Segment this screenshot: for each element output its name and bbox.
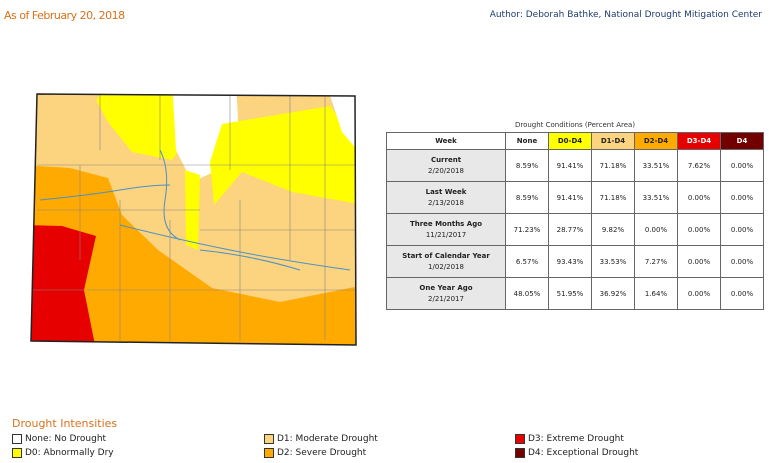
percent-cell: 33.51% bbox=[634, 149, 678, 182]
column-header: D1-D4 bbox=[591, 132, 635, 150]
table-row: Last Week 2/13/2018 8.59% 91.41% 71.18% 33.51… bbox=[386, 181, 764, 214]
none-region bbox=[325, 94, 356, 165]
percent-cell: 0.00% bbox=[677, 245, 721, 278]
legend-label: D4: Exceptional Drought bbox=[528, 448, 639, 458]
week-name: Last Week bbox=[425, 187, 467, 196]
column-header: None bbox=[505, 132, 549, 150]
percent-cell: 0.00% bbox=[677, 181, 721, 214]
legend-item: D2: Severe Drought bbox=[264, 447, 366, 459]
legend-item: None: No Drought bbox=[12, 433, 106, 445]
legend-swatch bbox=[12, 433, 22, 444]
percent-cell: 93.43% bbox=[548, 245, 592, 278]
percent-cell: 0.00% bbox=[720, 149, 764, 182]
percent-cell: 8.59% bbox=[505, 149, 549, 182]
percent-cell: 1.64% bbox=[634, 277, 678, 310]
legend-item: D1: Moderate Drought bbox=[264, 433, 378, 445]
conditions-table: Week None D0-D4 D1-D4 D2-D4 D3-D4 D4 Current 2/2… bbox=[386, 132, 764, 310]
percent-cell: 0.00% bbox=[634, 213, 678, 246]
week-cell: Current 2/20/2018 bbox=[386, 149, 506, 182]
week-name: Three Months Ago bbox=[409, 219, 483, 228]
legend-swatch bbox=[515, 447, 525, 458]
table-row: Three Months Ago 11/21/2017 71.23% 28.77% 9.… bbox=[386, 213, 764, 246]
legend-title: Drought Intensities bbox=[12, 417, 118, 430]
column-header: D3-D4 bbox=[677, 132, 721, 150]
percent-cell: 36.92% bbox=[591, 277, 635, 310]
column-header: D4 bbox=[720, 132, 764, 150]
legend-label: D0: Abnormally Dry bbox=[25, 448, 114, 458]
week-cell: One Year Ago 2/21/2017 bbox=[386, 277, 506, 310]
rivers bbox=[39, 149, 351, 271]
week-cell: Three Months Ago 11/21/2017 bbox=[386, 213, 506, 246]
week-date: 2/21/2017 bbox=[428, 294, 464, 303]
table-row: One Year Ago 2/21/2017 48.05% 51.95% 36.92% 1… bbox=[386, 277, 764, 310]
percent-cell: 91.41% bbox=[548, 149, 592, 182]
date-label: As of February 20, 2018 bbox=[4, 9, 125, 22]
legend-item: D0: Abnormally Dry bbox=[12, 447, 114, 459]
percent-cell: 6.57% bbox=[505, 245, 549, 278]
legend-label: D3: Extreme Drought bbox=[528, 434, 624, 444]
percent-cell: 33.51% bbox=[634, 181, 678, 214]
table-row: Current 2/20/2018 8.59% 91.41% 71.18% 33.51% 7… bbox=[386, 149, 764, 182]
percent-cell: 9.82% bbox=[591, 213, 635, 246]
d3-region bbox=[31, 225, 96, 345]
header-row: Week None D0-D4 D1-D4 D2-D4 D3-D4 D4 bbox=[386, 132, 764, 150]
percent-cell: 71.23% bbox=[505, 213, 549, 246]
d2-region bbox=[31, 165, 356, 345]
week-date: 11/21/2017 bbox=[425, 230, 467, 239]
legend-swatch bbox=[264, 433, 274, 444]
table-title: Drought Conditions (Percent Area) bbox=[514, 121, 636, 129]
d0-region bbox=[85, 94, 186, 160]
legend-label: D1: Moderate Drought bbox=[277, 434, 378, 444]
state-outline bbox=[30, 93, 357, 346]
author-label: Author: Deborah Bathke, National Drought… bbox=[489, 10, 762, 20]
legend-swatch bbox=[515, 433, 525, 444]
percent-cell: 0.00% bbox=[720, 213, 764, 246]
percent-cell: 33.53% bbox=[591, 245, 635, 278]
week-date: 1/02/2018 bbox=[428, 262, 464, 271]
drought-map bbox=[30, 93, 357, 346]
percent-cell: 0.00% bbox=[720, 245, 764, 278]
legend-item: D4: Exceptional Drought bbox=[515, 447, 638, 459]
legend-swatch bbox=[12, 447, 22, 458]
percent-cell: 48.05% bbox=[505, 277, 549, 310]
percent-cell: 0.00% bbox=[720, 181, 764, 214]
column-header: D2-D4 bbox=[634, 132, 678, 150]
percent-cell: 71.18% bbox=[591, 181, 635, 214]
column-header: D0-D4 bbox=[548, 132, 592, 150]
legend-label: D2: Severe Drought bbox=[277, 448, 367, 458]
week-date: 2/20/2018 bbox=[428, 166, 464, 175]
percent-cell: 0.00% bbox=[677, 213, 721, 246]
table-row: Start of Calendar Year 1/02/2018 6.57% 93.4… bbox=[386, 245, 764, 278]
week-name: One Year Ago bbox=[419, 283, 473, 292]
percent-cell: 8.59% bbox=[505, 181, 549, 214]
percent-cell: 7.27% bbox=[634, 245, 678, 278]
percent-cell: 0.00% bbox=[677, 277, 721, 310]
percent-cell: 71.18% bbox=[591, 149, 635, 182]
week-name: Start of Calendar Year bbox=[402, 251, 490, 260]
week-date: 2/13/2018 bbox=[428, 198, 464, 207]
percent-cell: 0.00% bbox=[720, 277, 764, 310]
percent-cell: 51.95% bbox=[548, 277, 592, 310]
column-header: Week bbox=[386, 132, 506, 150]
percent-cell: 7.62% bbox=[677, 149, 721, 182]
legend-item: D3: Extreme Drought bbox=[515, 433, 624, 445]
week-cell: Last Week 2/13/2018 bbox=[386, 181, 506, 214]
percent-cell: 91.41% bbox=[548, 181, 592, 214]
percent-cell: 28.77% bbox=[548, 213, 592, 246]
d1-region bbox=[65, 94, 100, 130]
legend-swatch bbox=[264, 447, 274, 458]
legend-label: None: No Drought bbox=[25, 434, 107, 444]
week-name: Current bbox=[430, 155, 462, 164]
week-cell: Start of Calendar Year 1/02/2018 bbox=[386, 245, 506, 278]
map-regions bbox=[31, 94, 356, 345]
county-lines bbox=[31, 94, 355, 341]
